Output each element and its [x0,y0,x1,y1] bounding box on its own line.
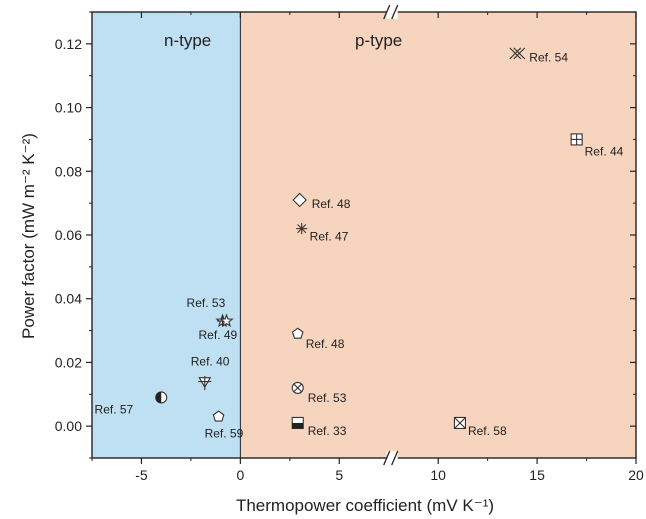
x-tick-label: 10 [430,467,446,483]
point-label: Ref. 54 [529,50,568,64]
y-tick-label: 0.00 [55,418,82,434]
half-circle-icon-0 [155,391,168,404]
marker-body [292,192,307,208]
x-tick-label: -5 [135,467,148,483]
marker-body [212,410,225,422]
marker-stroke [454,417,466,429]
point-label: Ref. 47 [310,230,349,244]
marker-stroke [297,224,307,234]
y-axis-title: Power factor (mW m⁻² K⁻²) [19,133,38,339]
axis-break-mark [391,4,399,20]
x-tick-label: 15 [529,467,545,483]
point-label: Ref. 40 [191,355,230,369]
axis-break-gap [386,451,398,465]
point-label: Ref. 58 [468,424,507,438]
marker-body [291,327,304,339]
region-p-type [240,12,636,458]
axis-break-mark [383,450,391,466]
point-label: Ref. 48 [306,337,345,351]
diamond-icon-5 [292,192,307,208]
axes-layer: -5 0 5 10 15 20 0.00 0.02 0.04 0.06 0.08 0.10 0.12 [55,4,644,483]
point-label: Ref. 44 [585,144,624,158]
y-tick-label: 0.08 [55,163,82,179]
half-square-icon-9 [291,416,304,430]
x-tick-label: 0 [236,467,244,483]
x-axis-title: Thermopower coefficient (mV K⁻¹) [236,496,494,515]
region-n-type [92,12,241,458]
asterisk-icon-6 [296,223,308,235]
x-tick-label: 20 [628,467,644,483]
axis-break-mark [391,450,399,466]
y-tick-label: 0.06 [55,227,82,243]
point-label: Ref. 57 [95,402,134,416]
pentagon-icon-7 [291,327,304,339]
point-label: Ref. 53 [308,391,347,405]
pentagon-icon-1 [212,410,225,422]
marker-stroke [509,47,522,60]
point-label: Ref. 49 [199,328,238,342]
labels-layer: Ref. 57 Ref. 59 Ref. 40 Ref. 53 Ref. 49 Ref. … [95,50,624,440]
y-tick-label: 0.12 [55,36,82,52]
point-label: Ref. 59 [205,427,244,441]
y-tick-label: 0.10 [55,100,82,116]
marker-fill [155,391,162,403]
square-plus-icon-12 [570,133,583,146]
marker-stroke [513,47,526,60]
axis-break-mark [383,4,391,20]
point-label: Ref. 48 [312,197,351,211]
circle-x-icon-8 [291,381,304,394]
region-label-p-type: p-type [355,31,402,50]
y-tick-label: 0.04 [55,291,82,307]
regions-layer [92,12,636,458]
marker-stroke [293,383,302,393]
points-layer [155,47,583,430]
double-x-icon-11 [509,47,526,60]
marker-fill [292,422,304,429]
point-label: Ref. 33 [308,424,347,438]
y-tick-label: 0.02 [55,354,82,370]
point-label: Ref. 53 [187,296,226,310]
region-label-n-type: n-type [164,31,211,50]
x-tick-label: 5 [335,467,343,483]
star-icon-4 [219,313,234,328]
marker-body [219,313,234,328]
axis-break-gap [386,5,398,19]
square-x-icon-10 [453,416,466,430]
triangle-cross-icon-2 [198,376,212,391]
